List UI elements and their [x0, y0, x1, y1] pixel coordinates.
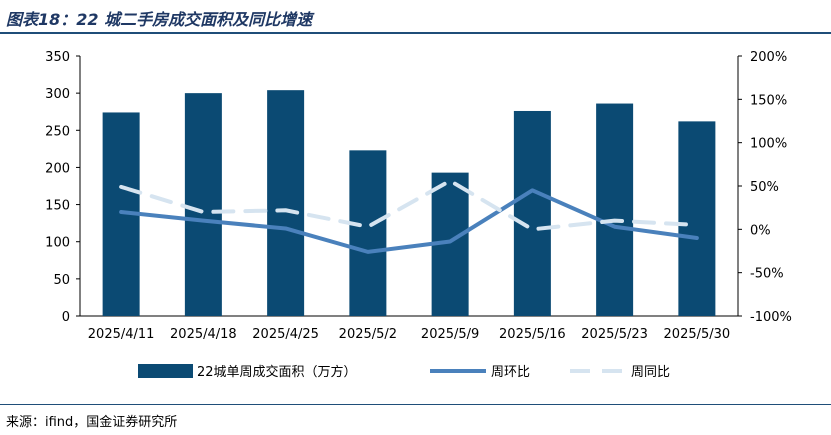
left-tick-label: 100 [45, 236, 70, 251]
x-tick-label: 2025/5/23 [581, 327, 648, 342]
x-tick-label: 2025/5/16 [499, 327, 566, 342]
source-note: 来源：ifind，国金证券研究所 [6, 415, 178, 430]
right-tick-label: 100% [750, 137, 787, 152]
legend-label-bars: 22城单周成交面积（万方） [197, 364, 357, 380]
left-tick-label: 200 [45, 161, 70, 176]
right-tick-label: 50% [750, 180, 779, 195]
bar [349, 150, 387, 316]
x-tick-label: 2025/5/30 [664, 327, 731, 342]
left-tick-label: 350 [45, 50, 70, 65]
bar [267, 90, 305, 317]
yoy-line [119, 178, 699, 232]
right-tick-label: 150% [750, 93, 787, 108]
bar [596, 103, 634, 317]
footer-divider [0, 404, 831, 405]
left-tick-label: 250 [45, 124, 70, 139]
right-tick-label: -100% [750, 310, 792, 325]
legend-swatch-bars [138, 364, 193, 378]
x-tick-label: 2025/5/9 [421, 327, 479, 342]
right-tick-label: -50% [750, 267, 784, 282]
x-tick-label: 2025/4/11 [88, 327, 155, 342]
left-tick-label: 50 [53, 273, 70, 288]
x-tick-label: 2025/4/18 [170, 327, 237, 342]
title-divider [0, 32, 831, 34]
left-tick-label: 0 [62, 310, 70, 325]
chart-area: 0 50 100 150 200 250 300 350 -100% -50% 0% 50% 100% 1… [45, 50, 792, 380]
legend-label-wow: 周环比 [491, 365, 530, 380]
bar [513, 110, 551, 316]
x-tick-label: 2025/5/2 [339, 327, 397, 342]
x-tick-label: 2025/4/25 [252, 327, 319, 342]
right-tick-label: 0% [750, 223, 771, 238]
right-tick-label: 200% [750, 50, 787, 65]
bar [678, 121, 716, 316]
left-tick-label: 300 [45, 87, 70, 102]
legend-label-yoy: 周同比 [631, 365, 670, 380]
left-tick-label: 150 [45, 199, 70, 214]
bar [184, 93, 222, 317]
chart-title: 图表18：22 城二手房成交面积及同比增速 [6, 10, 313, 29]
